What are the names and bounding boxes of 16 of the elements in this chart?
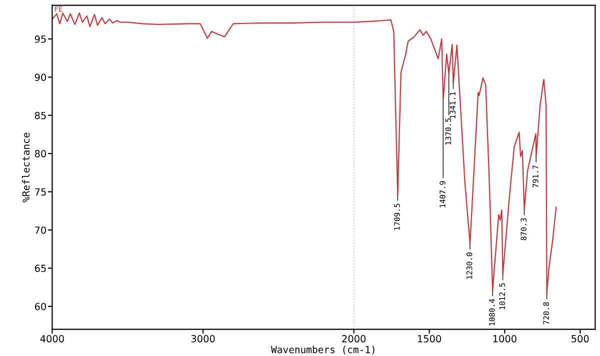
- y-axis-title: %Reflectance: [22, 132, 30, 202]
- y-tick-label: 70: [35, 226, 46, 234]
- y-tick-label: 85: [34, 112, 46, 120]
- y-tick-label: 95: [34, 35, 46, 43]
- y-tick-label: 65: [34, 264, 46, 272]
- x-tick-label: 1500: [418, 335, 442, 342]
- y-tick-label: 90: [34, 74, 46, 81]
- x-tick-label: 3000: [191, 335, 215, 342]
- x-tick-label: 500: [572, 335, 589, 342]
- x-tick-label: 2000: [342, 335, 366, 342]
- y-tick-label: 80: [34, 150, 46, 158]
- x-tick-label: 4000: [40, 335, 64, 342]
- y-tick-label: 60: [34, 302, 46, 310]
- y-tick-label: 75: [35, 188, 46, 196]
- x-axis-title: Wavenumbers (cm-1): [271, 346, 374, 354]
- x-tick-label: 1000: [493, 335, 516, 342]
